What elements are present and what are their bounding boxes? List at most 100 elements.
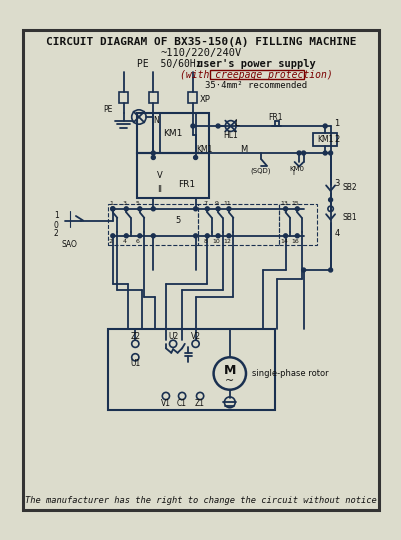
Circle shape <box>295 234 298 238</box>
Circle shape <box>328 268 332 272</box>
Text: ~110/220/240V: ~110/220/240V <box>160 48 241 58</box>
Circle shape <box>322 151 326 155</box>
Circle shape <box>226 207 230 211</box>
Text: 1: 1 <box>334 119 339 128</box>
Text: KM1: KM1 <box>196 145 212 154</box>
Text: KM1: KM1 <box>163 129 182 138</box>
Circle shape <box>124 207 128 211</box>
Text: I: I <box>292 170 294 176</box>
Text: 16: 16 <box>291 239 299 244</box>
Circle shape <box>226 234 230 238</box>
Text: C1: C1 <box>177 399 186 408</box>
Circle shape <box>301 268 305 272</box>
Text: U2: U2 <box>168 332 178 341</box>
Text: FR1: FR1 <box>178 180 194 189</box>
Text: 0: 0 <box>53 220 59 230</box>
Circle shape <box>205 234 209 238</box>
Bar <box>148 92 158 103</box>
Circle shape <box>205 207 209 211</box>
Text: 15: 15 <box>291 201 299 206</box>
Text: 6: 6 <box>136 239 140 244</box>
Text: 2: 2 <box>54 230 58 239</box>
Text: (SQD): (SQD) <box>249 168 270 174</box>
Text: SB2: SB2 <box>341 183 356 192</box>
Bar <box>279 204 316 245</box>
Text: 3: 3 <box>333 179 339 188</box>
Circle shape <box>111 207 115 211</box>
Text: M: M <box>223 364 235 377</box>
Text: (with creepage protection): (with creepage protection) <box>179 70 332 80</box>
Text: 4: 4 <box>122 239 126 244</box>
Text: KM1: KM1 <box>316 135 332 144</box>
Circle shape <box>151 207 155 211</box>
Bar <box>108 204 198 245</box>
Text: CIRCUIT DIAGRAM OF BX35-150(A) FILLING MACHINE: CIRCUIT DIAGRAM OF BX35-150(A) FILLING M… <box>46 37 355 48</box>
Text: 13: 13 <box>279 201 287 206</box>
Text: 2: 2 <box>334 135 339 144</box>
Circle shape <box>295 207 298 211</box>
Text: N: N <box>153 116 158 125</box>
Circle shape <box>193 156 197 159</box>
Circle shape <box>151 151 155 155</box>
Circle shape <box>151 156 155 159</box>
Bar <box>209 70 304 79</box>
Text: single-phase rotor: single-phase rotor <box>252 369 328 378</box>
Bar <box>313 133 336 146</box>
Text: 10: 10 <box>212 239 220 244</box>
Text: V: V <box>156 171 162 180</box>
Circle shape <box>216 207 219 211</box>
Text: Z1: Z1 <box>194 399 205 408</box>
Bar <box>137 112 209 153</box>
Circle shape <box>193 234 197 238</box>
Circle shape <box>328 151 332 155</box>
Text: SB1: SB1 <box>341 213 356 222</box>
Text: HL1: HL1 <box>223 131 237 139</box>
Text: user's power supply: user's power supply <box>196 59 314 69</box>
Text: Z2: Z2 <box>130 332 140 341</box>
Circle shape <box>322 124 326 128</box>
Text: 1: 1 <box>54 212 58 220</box>
Text: V2: V2 <box>190 332 200 341</box>
Text: M: M <box>239 145 246 154</box>
Text: 9: 9 <box>214 201 218 206</box>
Text: 8: 8 <box>203 239 207 244</box>
Text: SAO: SAO <box>61 240 77 249</box>
Bar <box>108 328 274 409</box>
Circle shape <box>190 124 194 128</box>
Bar <box>137 153 209 198</box>
Text: L: L <box>233 119 238 128</box>
Circle shape <box>111 234 115 238</box>
Circle shape <box>138 234 142 238</box>
Text: KM0: KM0 <box>289 166 304 172</box>
Text: FR1: FR1 <box>268 112 282 122</box>
Circle shape <box>283 207 287 211</box>
Text: U1: U1 <box>130 359 140 368</box>
Text: 12: 12 <box>223 239 231 244</box>
Text: V1: V1 <box>160 399 170 408</box>
Circle shape <box>296 151 300 155</box>
Circle shape <box>138 207 142 211</box>
Text: 2: 2 <box>109 239 113 244</box>
Circle shape <box>328 198 332 202</box>
Circle shape <box>151 234 155 238</box>
Text: PE  50/60Hz: PE 50/60Hz <box>137 59 201 69</box>
Circle shape <box>216 124 219 128</box>
Text: 1: 1 <box>109 201 113 206</box>
Text: The manufacturer has the right to change the circuit without notice: The manufacturer has the right to change… <box>25 496 376 505</box>
Text: ~: ~ <box>225 376 234 386</box>
Text: 14: 14 <box>279 239 287 244</box>
Circle shape <box>193 207 197 211</box>
Text: XP: XP <box>200 96 211 104</box>
Circle shape <box>283 234 287 238</box>
Text: 3: 3 <box>122 201 126 206</box>
Bar <box>119 92 128 103</box>
Text: 7: 7 <box>203 201 207 206</box>
Bar <box>198 204 279 245</box>
Circle shape <box>216 234 219 238</box>
Circle shape <box>301 151 305 155</box>
Circle shape <box>111 207 115 211</box>
Text: II: II <box>157 185 162 193</box>
Text: 35·4mm² recommended: 35·4mm² recommended <box>205 81 306 90</box>
Text: 5: 5 <box>136 201 140 206</box>
Text: 4: 4 <box>334 230 339 239</box>
